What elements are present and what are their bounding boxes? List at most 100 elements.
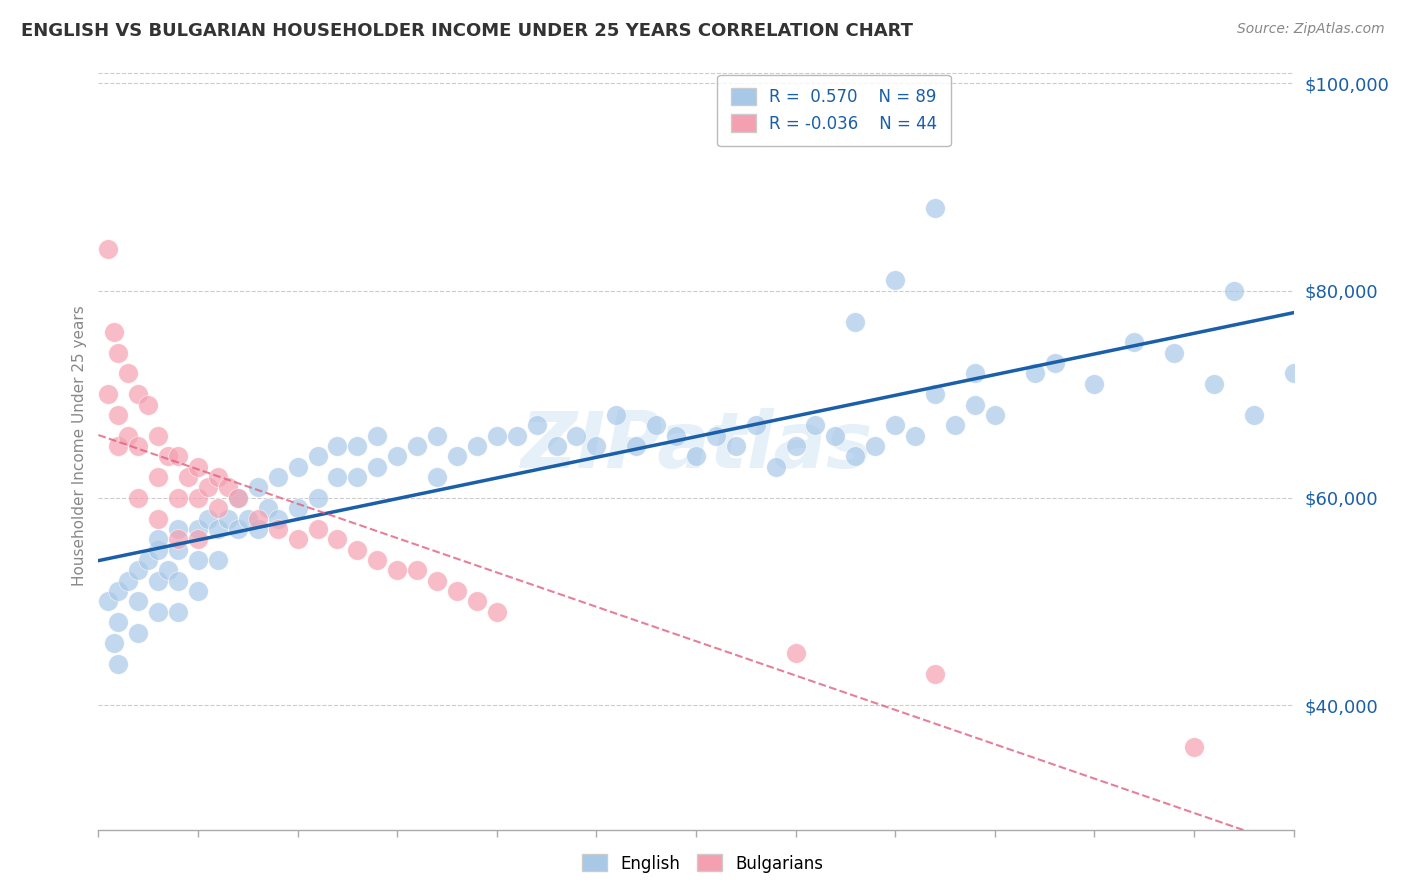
Point <box>217 480 239 494</box>
Point <box>187 459 209 474</box>
Point <box>904 428 927 442</box>
Point <box>426 428 449 442</box>
Point <box>197 511 219 525</box>
Point <box>207 501 229 516</box>
Point <box>685 450 707 464</box>
Point <box>1223 284 1246 298</box>
Point <box>127 439 149 453</box>
Point <box>326 439 349 453</box>
Point <box>446 584 468 599</box>
Point <box>177 470 200 484</box>
Point <box>148 542 170 557</box>
Point <box>226 491 249 505</box>
Text: ZIPatlas: ZIPatlas <box>520 408 872 484</box>
Point <box>167 574 190 588</box>
Point <box>127 491 149 505</box>
Point <box>236 511 259 525</box>
Point <box>785 646 807 660</box>
Point <box>107 657 129 671</box>
Point <box>187 491 209 505</box>
Point <box>745 418 768 433</box>
Point <box>167 450 190 464</box>
Point <box>267 522 290 536</box>
Point <box>406 563 429 577</box>
Point <box>565 428 588 442</box>
Point <box>465 439 488 453</box>
Point <box>307 491 329 505</box>
Point <box>1043 356 1066 370</box>
Point <box>256 501 278 516</box>
Text: Source: ZipAtlas.com: Source: ZipAtlas.com <box>1237 22 1385 37</box>
Point <box>426 470 449 484</box>
Point <box>148 605 170 619</box>
Point <box>426 574 449 588</box>
Point <box>1282 367 1305 381</box>
Point <box>1024 367 1046 381</box>
Point <box>307 450 329 464</box>
Point <box>107 584 129 599</box>
Point <box>246 522 269 536</box>
Point <box>197 480 219 494</box>
Point <box>127 594 149 608</box>
Point <box>485 605 508 619</box>
Point <box>157 450 180 464</box>
Point <box>446 450 468 464</box>
Point <box>267 511 290 525</box>
Point <box>97 242 120 256</box>
Point <box>167 522 190 536</box>
Point <box>924 387 946 401</box>
Point <box>127 625 149 640</box>
Point <box>307 522 329 536</box>
Point <box>785 439 807 453</box>
Point <box>97 387 120 401</box>
Point <box>585 439 607 453</box>
Point <box>963 367 986 381</box>
Point <box>1182 739 1205 754</box>
Point <box>884 273 907 287</box>
Point <box>246 480 269 494</box>
Point <box>246 511 269 525</box>
Point <box>107 345 129 359</box>
Point <box>366 553 388 567</box>
Point <box>884 418 907 433</box>
Y-axis label: Householder Income Under 25 years: Householder Income Under 25 years <box>72 306 87 586</box>
Point <box>704 428 727 442</box>
Point <box>187 522 209 536</box>
Point <box>385 450 409 464</box>
Point <box>217 511 239 525</box>
Point <box>267 470 290 484</box>
Point <box>148 574 170 588</box>
Point <box>287 501 309 516</box>
Point <box>207 470 229 484</box>
Point <box>207 553 229 567</box>
Point <box>924 667 946 681</box>
Point <box>406 439 429 453</box>
Legend: R =  0.570    N = 89, R = -0.036    N = 44: R = 0.570 N = 89, R = -0.036 N = 44 <box>717 75 950 146</box>
Point <box>346 439 368 453</box>
Point <box>226 522 249 536</box>
Point <box>385 563 409 577</box>
Point <box>963 398 986 412</box>
Point <box>117 367 139 381</box>
Point <box>103 325 125 339</box>
Point <box>136 553 159 567</box>
Point <box>1123 335 1146 350</box>
Point <box>148 428 170 442</box>
Point <box>366 459 388 474</box>
Point <box>167 542 190 557</box>
Point <box>187 533 209 547</box>
Point <box>167 491 190 505</box>
Point <box>287 533 309 547</box>
Point <box>506 428 529 442</box>
Text: ENGLISH VS BULGARIAN HOUSEHOLDER INCOME UNDER 25 YEARS CORRELATION CHART: ENGLISH VS BULGARIAN HOUSEHOLDER INCOME … <box>21 22 912 40</box>
Point <box>187 584 209 599</box>
Point <box>326 533 349 547</box>
Point <box>148 470 170 484</box>
Point <box>117 574 139 588</box>
Legend: English, Bulgarians: English, Bulgarians <box>575 847 831 880</box>
Point <box>107 439 129 453</box>
Point <box>804 418 827 433</box>
Point <box>346 542 368 557</box>
Point <box>984 408 1007 422</box>
Point <box>366 428 388 442</box>
